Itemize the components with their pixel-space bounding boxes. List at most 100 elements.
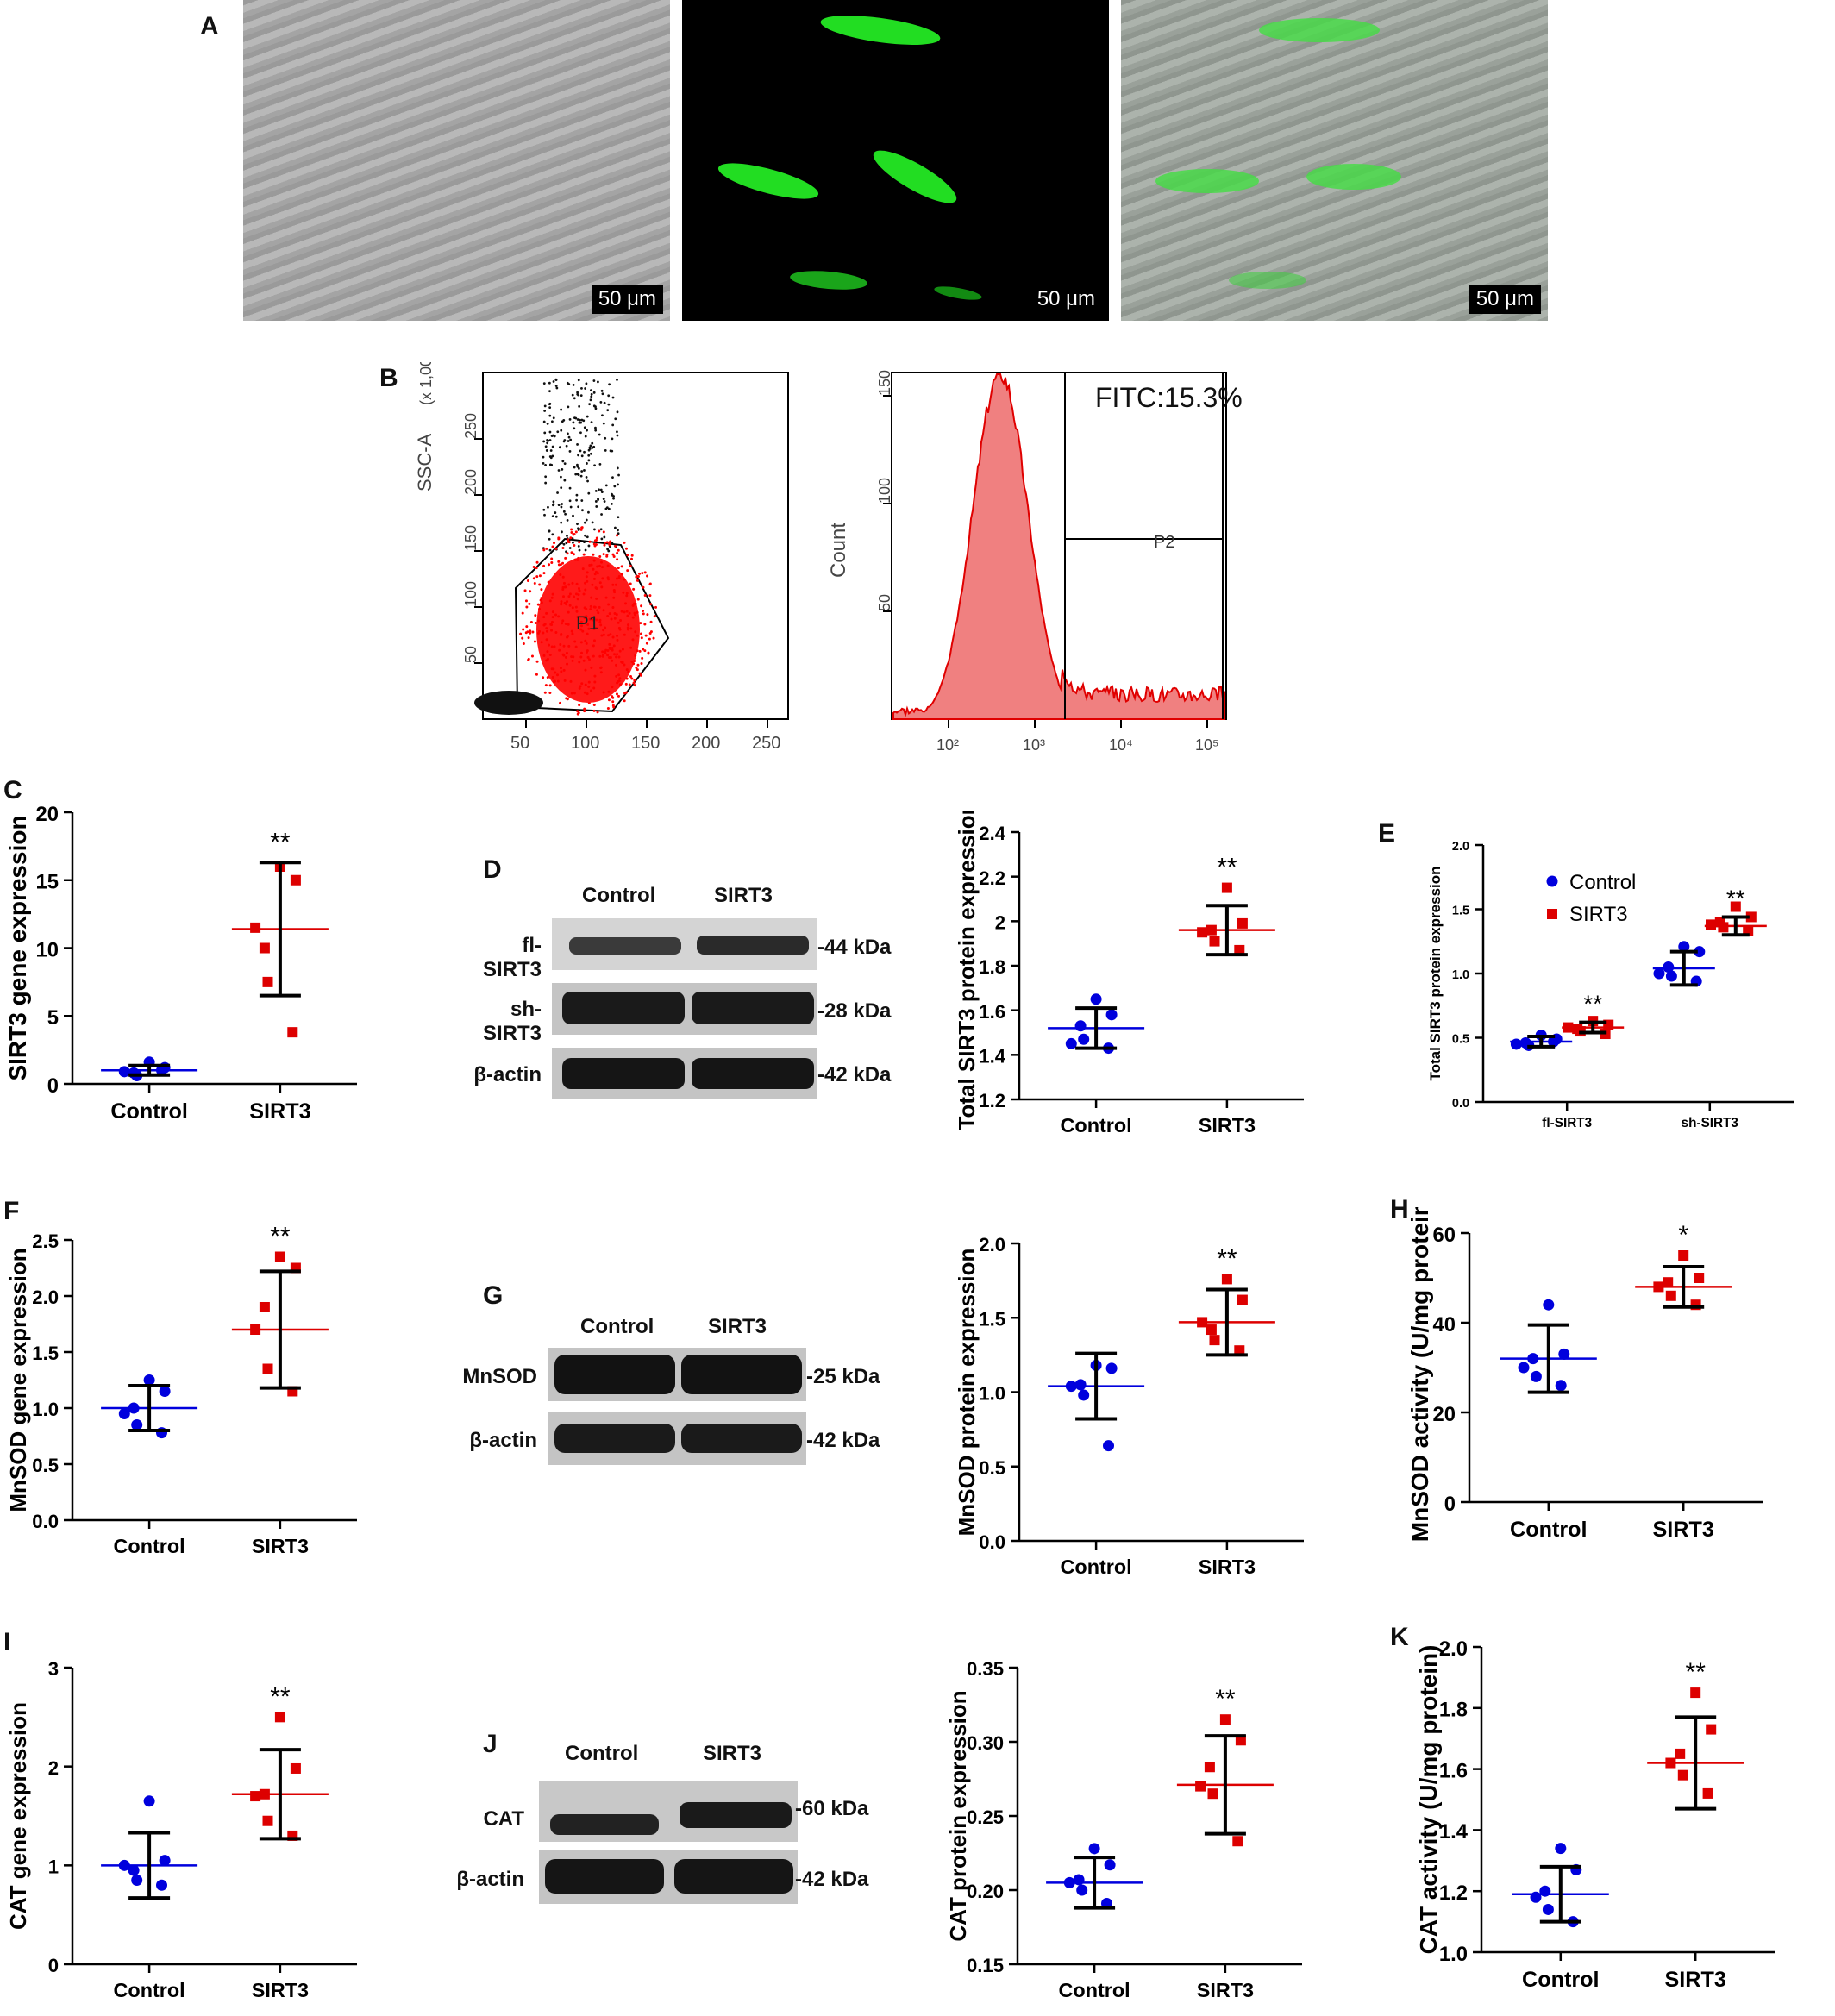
- gated-event-dot: [550, 629, 554, 632]
- gated-event-dot: [622, 591, 625, 594]
- gated-event-dot: [580, 624, 584, 628]
- data-point: [1678, 941, 1690, 953]
- gated-event-dot: [629, 582, 632, 585]
- gated-event-dot: [624, 682, 628, 686]
- gated-event-dot: [592, 686, 596, 690]
- lane-sirt3: SIRT3: [703, 1742, 762, 1765]
- data-point: [1555, 1843, 1567, 1855]
- legend-sirt3-marker: [1547, 909, 1557, 919]
- ytick-label: 1.4: [1439, 1820, 1469, 1844]
- gated-event-dot: [598, 621, 602, 624]
- event-dot: [588, 403, 592, 406]
- histogram-xtick-label: 10⁵: [1195, 736, 1218, 754]
- gated-event-dot: [577, 586, 580, 590]
- ylabel: CAT gene expression: [5, 1702, 31, 1930]
- data-point: [1197, 927, 1208, 938]
- data-point: [143, 1374, 155, 1386]
- event-dot: [616, 410, 619, 414]
- gated-event-dot: [539, 598, 542, 602]
- data-point: [1074, 1379, 1087, 1391]
- row-fl-sirt3: fl-SIRT3: [482, 934, 542, 981]
- gated-event-dot: [542, 676, 545, 679]
- histogram-xtick-label: 10⁴: [1109, 736, 1133, 754]
- ytick-label: 1.8: [979, 956, 1005, 978]
- gated-event-dot: [626, 626, 629, 629]
- event-dot: [567, 383, 571, 385]
- ytick-label: 60: [1433, 1224, 1456, 1247]
- gated-event-dot: [652, 636, 655, 640]
- gated-event-dot: [612, 588, 616, 592]
- gated-event-dot: [593, 573, 597, 576]
- scatter-ylabel: SSC-A: [414, 433, 435, 491]
- data-point: [250, 1791, 261, 1802]
- event-dot: [548, 414, 552, 417]
- event-dot: [600, 491, 604, 493]
- gated-event-dot: [542, 548, 546, 552]
- gated-event-dot: [611, 696, 615, 699]
- gated-event-dot: [635, 666, 638, 669]
- gated-event-dot: [618, 677, 622, 680]
- gated-event-dot: [602, 530, 605, 534]
- gated-event-dot: [522, 642, 525, 646]
- event-dot: [542, 440, 546, 443]
- gated-event-dot: [581, 629, 585, 633]
- data-point: [1518, 1362, 1530, 1374]
- data-point: [1237, 917, 1248, 929]
- event-dot: [547, 505, 549, 509]
- gated-event-dot: [633, 684, 636, 687]
- gated-event-dot: [613, 612, 617, 616]
- gated-event-dot: [550, 557, 554, 560]
- event-dot: [617, 532, 620, 535]
- event-dot: [543, 513, 546, 517]
- event-dot: [557, 504, 561, 507]
- ytick-label: 0.0: [1452, 1097, 1469, 1111]
- gated-event-dot: [598, 654, 602, 658]
- gated-event-dot: [627, 670, 630, 673]
- event-dot: [561, 460, 565, 463]
- gated-event-dot: [573, 543, 576, 547]
- gated-event-dot: [559, 701, 562, 704]
- event-dot: [568, 547, 572, 549]
- gated-event-dot: [646, 613, 649, 617]
- gated-event-dot: [570, 530, 573, 534]
- xtick-label: SIRT3: [1199, 1556, 1256, 1578]
- event-dot: [548, 537, 551, 541]
- event-dot: [569, 438, 573, 441]
- gated-event-dot: [648, 632, 652, 635]
- gated-event-dot: [633, 659, 636, 662]
- gated-event-dot: [615, 613, 618, 617]
- gated-event-dot: [526, 630, 529, 634]
- control-group: [1500, 1299, 1597, 1394]
- event-dot: [584, 548, 587, 552]
- gated-event-dot: [607, 655, 611, 659]
- event-dot: [546, 438, 548, 441]
- gated-event-dot: [582, 553, 586, 556]
- event-dot: [600, 513, 603, 516]
- histogram-xtick-label: 10²: [936, 736, 959, 754]
- gated-event-dot: [592, 639, 596, 642]
- ytick-label: 0.0: [32, 1511, 59, 1532]
- data-point: [1074, 1020, 1087, 1032]
- gated-event-dot: [586, 692, 589, 696]
- gated-event-dot: [561, 587, 565, 591]
- control-group: [1048, 993, 1145, 1055]
- event-dot: [565, 444, 568, 448]
- event-dot: [580, 454, 584, 458]
- event-dot: [593, 528, 596, 531]
- gated-event-dot: [585, 642, 588, 645]
- gated-event-dot: [519, 632, 523, 635]
- gated-event-dot: [586, 623, 590, 626]
- event-dot: [544, 475, 548, 479]
- gated-event-dot: [548, 691, 552, 694]
- event-dot: [563, 439, 567, 441]
- gated-event-dot: [584, 581, 587, 585]
- kda-label: -42 kDa: [795, 1868, 869, 1891]
- gated-event-dot: [559, 573, 562, 576]
- event-dot: [576, 473, 579, 476]
- ytick-label: 2.0: [1452, 840, 1469, 854]
- gated-event-dot: [599, 666, 603, 669]
- gated-event-dot: [639, 622, 642, 625]
- gated-event-dot: [631, 604, 635, 607]
